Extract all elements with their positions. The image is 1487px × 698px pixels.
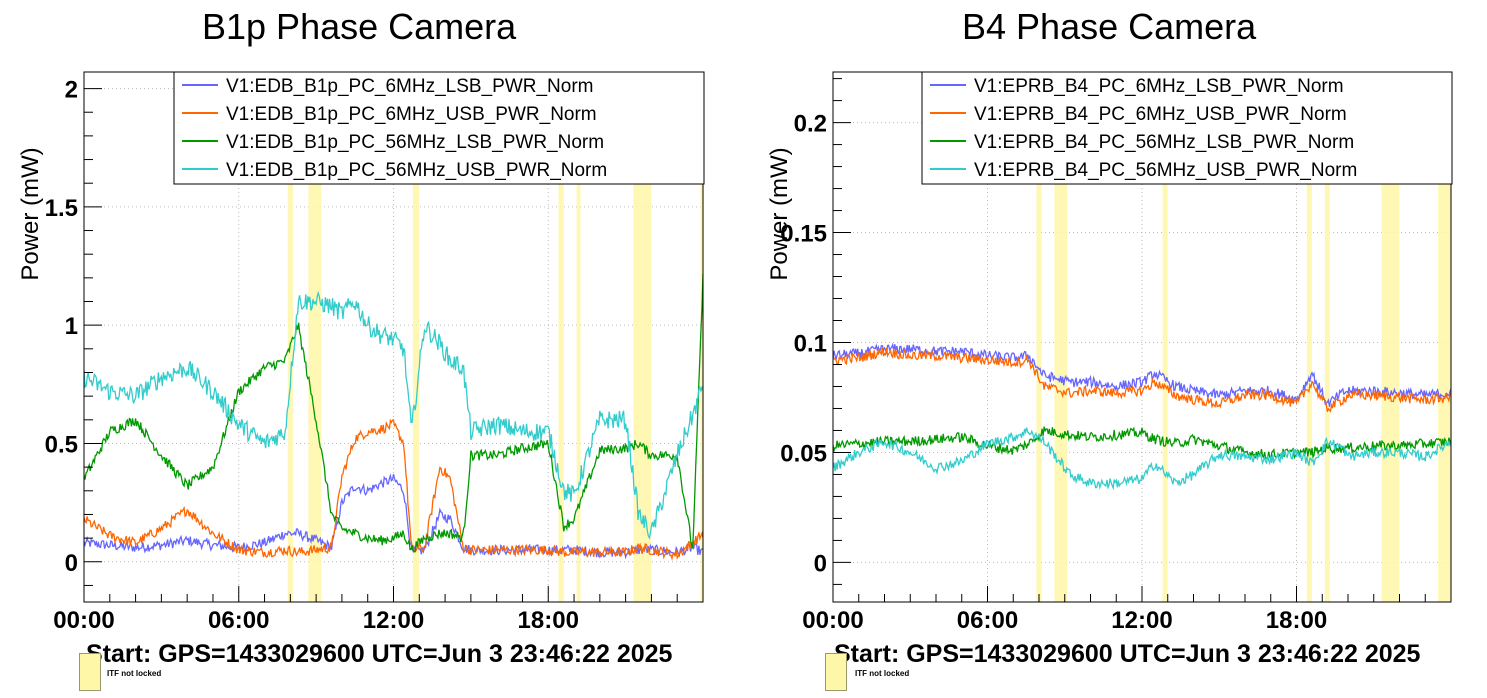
series-line — [84, 473, 703, 560]
y-tick-label: 0.1 — [794, 330, 827, 357]
chart-title: B1p Phase Camera — [202, 6, 517, 47]
lock-loss-window — [308, 72, 322, 602]
lock-loss-window — [1036, 72, 1042, 602]
itf-not-locked-label: ITF not locked — [855, 669, 910, 678]
x-tick-label: 06:00 — [208, 607, 269, 634]
lock-loss-window — [576, 72, 581, 602]
itf-not-locked-label: ITF not locked — [107, 669, 162, 678]
y-tick-label: 0 — [65, 550, 78, 577]
legend-entry: V1:EPRB_B4_PC_6MHz_USB_PWR_Norm — [974, 104, 1347, 125]
itf-not-locked-swatch — [825, 653, 847, 691]
lock-loss-window — [412, 72, 420, 602]
chart-title: B4 Phase Camera — [962, 6, 1257, 47]
start-time-footer: Start: GPS=1433029600 UTC=Jun 3 23:46:22… — [834, 640, 1421, 668]
y-tick-label: 0 — [814, 550, 827, 577]
y-axis-label: Power (mW) — [766, 147, 793, 280]
lock-loss-window — [1306, 72, 1312, 602]
legend-entry: V1:EPRB_B4_PC_56MHz_LSB_PWR_Norm — [974, 132, 1354, 153]
lock-loss-window — [633, 72, 652, 602]
series-line — [833, 347, 1451, 413]
x-tick-label: 12:00 — [1111, 607, 1172, 634]
y-tick-label: 2 — [65, 77, 78, 104]
y-tick-label: 0.2 — [794, 111, 827, 138]
legend-entry: V1:EPRB_B4_PC_56MHz_USB_PWR_Norm — [974, 160, 1357, 181]
series-line — [84, 273, 703, 553]
series-line — [833, 427, 1451, 491]
series-line — [833, 426, 1451, 462]
x-tick-label: 12:00 — [363, 607, 424, 634]
legend-entry: V1:EDB_B1p_PC_6MHz_LSB_PWR_Norm — [226, 76, 594, 97]
legend-box — [921, 71, 1453, 185]
x-tick-label: 00:00 — [53, 607, 114, 634]
x-tick-label: 18:00 — [518, 607, 579, 634]
lock-loss-window — [1381, 72, 1400, 602]
lock-loss-window — [1162, 72, 1168, 602]
y-tick-label: 0.5 — [45, 431, 78, 458]
itf-not-locked-swatch — [79, 653, 101, 691]
series-line — [833, 342, 1451, 407]
y-tick-label: 0.05 — [780, 440, 827, 467]
y-tick-label: 1.5 — [45, 195, 78, 222]
lock-loss-window — [287, 72, 293, 602]
x-tick-label: 00:00 — [802, 607, 863, 634]
chart-panel-b1p: B1p Phase Camera 00:00 06:00 12:00 18:00 0 0.… — [0, 0, 743, 698]
series-line — [84, 418, 703, 561]
lock-loss-window — [700, 72, 703, 602]
y-tick-label: 0.15 — [780, 221, 827, 248]
x-tick-label: 06:00 — [957, 607, 1018, 634]
y-axis-label: Power (mW) — [17, 147, 44, 280]
legend-entry: V1:EDB_B1p_PC_56MHz_LSB_PWR_Norm — [226, 132, 604, 153]
legend-entry: V1:EPRB_B4_PC_6MHz_LSB_PWR_Norm — [974, 76, 1344, 97]
y-tick-label: 1 — [65, 313, 78, 340]
lock-loss-window — [1438, 72, 1451, 602]
legend-box — [173, 71, 705, 185]
lock-loss-window — [1324, 72, 1330, 602]
lock-loss-window — [558, 72, 564, 602]
start-time-footer: Start: GPS=1433029600 UTC=Jun 3 23:46:22… — [86, 640, 673, 668]
series-line — [84, 290, 703, 540]
legend-entry: V1:EDB_B1p_PC_6MHz_USB_PWR_Norm — [226, 104, 597, 125]
legend-entry: V1:EDB_B1p_PC_56MHz_USB_PWR_Norm — [226, 160, 607, 181]
b1p-plot: 00:00 06:00 12:00 18:00 0 0.5 1 1.5 2 Power (mW) V… — [17, 71, 705, 634]
x-tick-label: 18:00 — [1266, 607, 1327, 634]
chart-panel-b4: B4 Phase Camera 00:00 06:00 12:00 18:00 0 0.0… — [744, 0, 1487, 698]
b4-plot: 00:00 06:00 12:00 18:00 0 0.05 0.1 0.15 0.2Power… — [766, 71, 1453, 634]
